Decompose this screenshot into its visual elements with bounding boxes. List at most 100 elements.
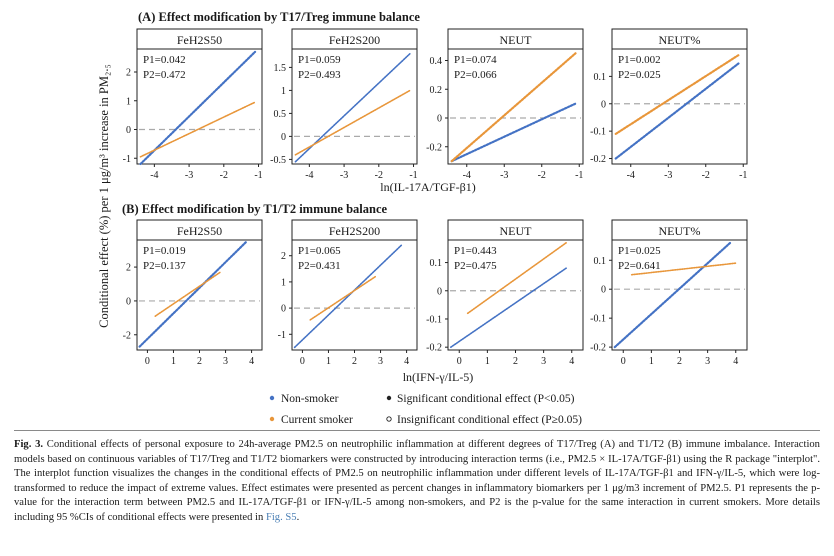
panel-a-2-ytick-label-5: -0.5 (270, 155, 286, 166)
panel-a-4-xtick-label-3: -1 (739, 170, 747, 181)
panel-a-2-series-current-smoker (294, 89, 411, 156)
panel-b-4-p-label-2: P2=0.641 (618, 260, 661, 272)
legend-non-smoker-marker (269, 395, 275, 401)
panel-b-2-xtick-label-2: 2 (352, 356, 357, 367)
panel-b-4-xtick-label-2: 2 (677, 356, 682, 367)
panel-b-1-ytick-label-2: -2 (123, 330, 131, 341)
panel-b-1-ytick-label-1: 0 (126, 296, 131, 307)
panel-b-3-xtick-label-2: 2 (513, 356, 518, 367)
panel-a-4-xtick-label-2: -2 (702, 170, 710, 181)
panel-a-1-xtick-label-3: -1 (254, 170, 262, 181)
panel-a-2-title: FeH2S200 (329, 33, 380, 47)
panel-b-1-xtick-label-3: 3 (223, 356, 228, 367)
figure-caption: Fig. 3. Conditional effects of personal … (14, 438, 820, 526)
x-axis-label-b: ln(IFN-γ/IL-5) (403, 370, 474, 384)
panel-b-3-p-label-2: P2=0.475 (454, 260, 497, 272)
panel-b-3-ytick-label-2: -0.1 (426, 314, 442, 325)
caption-link-fig-s5[interactable]: Fig. S5 (265, 511, 297, 523)
panel-a-2-p-label-2: P2=0.493 (298, 69, 341, 81)
panel-b-1-series-non-smoker (138, 240, 248, 348)
panel-b-1-frame (136, 239, 263, 351)
panel-a-2-xtick-label-1: -3 (340, 170, 348, 181)
panel-a-2-xtick-label-0: -4 (305, 170, 313, 181)
panel-a-4-ytick-label-3: -0.2 (590, 154, 606, 165)
panel-a-2-ytick-label-4: 0 (281, 132, 286, 143)
panel-a-1-xtick-label-0: -4 (150, 170, 158, 181)
panel-a-4-p-label-2: P2=0.025 (618, 69, 661, 81)
panel-a-3-ytick-label-3: -0.2 (426, 142, 442, 153)
panel-a-2-xtick-label-2: -2 (375, 170, 383, 181)
panel-b-3-title: NEUT (500, 224, 533, 238)
panel-b-2-xtick-label-4: 4 (404, 356, 409, 367)
panel-a-1-xtick-label-1: -3 (185, 170, 193, 181)
panel-b-3-frame (447, 239, 584, 351)
figure-canvas: (A) Effect modification by T17/Treg immu… (97, 10, 748, 426)
panel-a-3-xtick-label-0: -4 (463, 170, 471, 181)
panel-b-1-xtick-label-1: 1 (171, 356, 176, 367)
panel-a-4-title: NEUT% (659, 33, 701, 47)
panel-b-3-p-label-1: P1=0.443 (454, 245, 497, 257)
panel-a-1-series-current-smoker (139, 101, 256, 158)
panel-b-2-xtick-label-1: 1 (326, 356, 331, 367)
panel-b-2-p-label-2: P2=0.431 (298, 260, 341, 272)
panel-b-2-xtick-label-3: 3 (378, 356, 383, 367)
panel-b-3-ytick-label-1: 0 (437, 286, 442, 297)
panel-b-4-series-current-smoker (630, 262, 737, 276)
panel-b-4-ytick-label-1: 0 (601, 285, 606, 296)
panel-a-4-xtick-label-0: -4 (627, 170, 635, 181)
panel-b-4-title: NEUT% (659, 224, 701, 238)
panel-a-2-p-label-1: P1=0.059 (298, 54, 341, 66)
panel-a-1-ytick-label-3: -1 (123, 154, 131, 165)
legend-significant-marker (386, 395, 392, 401)
panel-a-1-ytick-label-0: 2 (126, 68, 131, 79)
legend-current-smoker-label: Current smoker (281, 414, 353, 426)
panel-b-1-series-current-smoker (154, 271, 222, 317)
panel-a-3-p-label-2: P2=0.066 (454, 69, 497, 81)
panel-a-4-series-non-smoker (614, 61, 741, 160)
panel-b-3-series-current-smoker (466, 242, 567, 315)
panel-b-4-frame (611, 239, 748, 351)
legend-current-smoker-marker (269, 416, 275, 422)
panel-b-2-title: FeH2S200 (329, 224, 380, 238)
panel-b-3-xtick-label-1: 1 (485, 356, 490, 367)
panel-b-4-series-non-smoker (613, 241, 732, 349)
panel-a-2-ytick-label-2: 1 (281, 86, 286, 97)
panel-a-1-ytick-label-2: 0 (126, 125, 131, 136)
legend-insignificant-marker (386, 416, 392, 422)
panel-a-4-ytick-label-0: 0.1 (594, 72, 607, 83)
panel-a-3-series-non-smoker (450, 102, 577, 163)
panel-a-4-ytick-label-1: 0 (601, 99, 606, 110)
panel-a-3-title: NEUT (500, 33, 533, 47)
panel-b-2-xtick-label-0: 0 (300, 356, 305, 367)
panel-a-2-ytick-label-3: 0.5 (274, 109, 287, 120)
panel-b-4-xtick-label-1: 1 (649, 356, 654, 367)
panel-a-4-xtick-label-1: -3 (664, 170, 672, 181)
panel-a-3-ytick-label-0: 0.4 (430, 56, 443, 67)
panel-a-1-ytick-label-1: 1 (126, 96, 131, 107)
panel-b-3-ytick-label-3: -0.2 (426, 343, 442, 354)
panel-a-3-series-current-smoker (450, 52, 577, 163)
panel-b-1-ytick-label-0: 2 (126, 263, 131, 274)
panel-b-3-xtick-label-0: 0 (457, 356, 462, 367)
panel-b-4-xtick-label-3: 3 (705, 356, 710, 367)
panel-a-1-title: FeH2S50 (177, 33, 222, 47)
panel-a-3-p-label-1: P1=0.074 (454, 54, 497, 66)
panel-a-4-ytick-label-2: -0.1 (590, 127, 606, 138)
panel-b-4-ytick-label-2: -0.1 (590, 314, 606, 325)
panel-b-2-ytick-label-3: -1 (278, 330, 286, 341)
panel-a-2-ytick-label-1: 1.5 (274, 63, 287, 74)
panel-a-3-ytick-label-2: 0 (437, 114, 442, 125)
panel-b-1-xtick-label-0: 0 (145, 356, 150, 367)
panel-b-2-ytick-label-0: 2 (281, 251, 286, 262)
panel-b-1-xtick-label-4: 4 (249, 356, 254, 367)
panel-b-3-ytick-label-0: 0.1 (430, 258, 443, 269)
panels-group: FeH2S50 2 1 0 -1 -4 -3 -2 -1 P1=0.042 P2=0.472 FeH2… (123, 28, 748, 367)
panel-b-4-ytick-label-3: -0.2 (590, 343, 606, 354)
panel-a-2-xtick-label-3: -1 (409, 170, 417, 181)
y-axis-label: Conditional effect (%) per 1 μg/m³ incre… (97, 64, 111, 328)
panel-b-2-ytick-label-2: 0 (281, 304, 286, 315)
panel-a-3-xtick-label-1: -3 (500, 170, 508, 181)
panel-b-1-p-label-2: P2=0.137 (143, 260, 186, 272)
legend: Non-smoker Current smoker Significant co… (269, 393, 582, 426)
